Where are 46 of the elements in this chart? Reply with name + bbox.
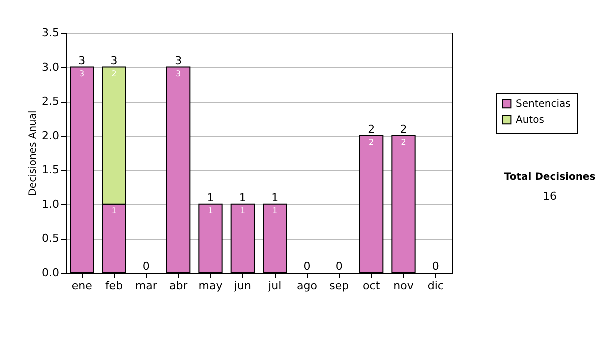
total-label: 0 [336,260,343,273]
x-tick-label: nov [394,280,414,292]
y-tick-label: 3.0 [42,60,60,74]
total-label: 0 [304,260,311,273]
y-axis-title: Decisiones Anual [28,110,40,196]
text: 16 [542,190,558,203]
total-label: 2 [400,122,408,136]
total-label: 1 [239,191,246,204]
total-label: 3 [110,54,118,68]
data-label: 1 [208,206,214,216]
data-label: 1 [272,206,278,216]
y-tick-label: 0.0 [42,266,60,280]
data-label: 3 [176,69,182,78]
x-tick-label: mar [135,280,158,292]
x-tick-label: jul [268,280,282,292]
data-label: 3 [80,69,85,78]
x-tick-label: may [198,280,224,292]
y-tick-label: 2.5 [42,95,60,108]
total-label: 2 [368,122,376,136]
total-label: 0 [432,260,440,273]
total-label: 3 [78,54,86,68]
total-label: 0 [142,260,150,273]
x-tick-label: abr [169,280,188,292]
y-tick-label: 0.5 [42,232,60,246]
y-tick-label: 2.0 [42,129,60,142]
x-tick-label: dic [428,280,444,292]
data-label: 2 [401,138,406,147]
legend-label: Autos [516,115,544,126]
total-label: 1 [207,191,214,204]
text: Total Decisiones [503,172,597,183]
y-tick-label: 3.5 [42,26,60,40]
y-tick-label: 1.0 [42,198,60,211]
x-tick-label: jun [233,280,252,292]
x-tick-label: sep [330,280,350,292]
data-label: 2 [112,69,117,78]
total-label: 1 [272,191,279,204]
x-tick-label: ene [72,280,93,292]
x-tick-label: feb [105,280,124,292]
x-tick-label: oct [363,280,381,292]
total-label: 3 [175,54,182,68]
data-label: 1 [240,206,246,216]
legend-label: Sentencias [516,99,571,110]
y-tick-label: 1.5 [42,164,60,177]
data-label: 2 [369,138,374,147]
data-label: 1 [112,206,117,216]
x-tick-label: ago [297,280,318,292]
